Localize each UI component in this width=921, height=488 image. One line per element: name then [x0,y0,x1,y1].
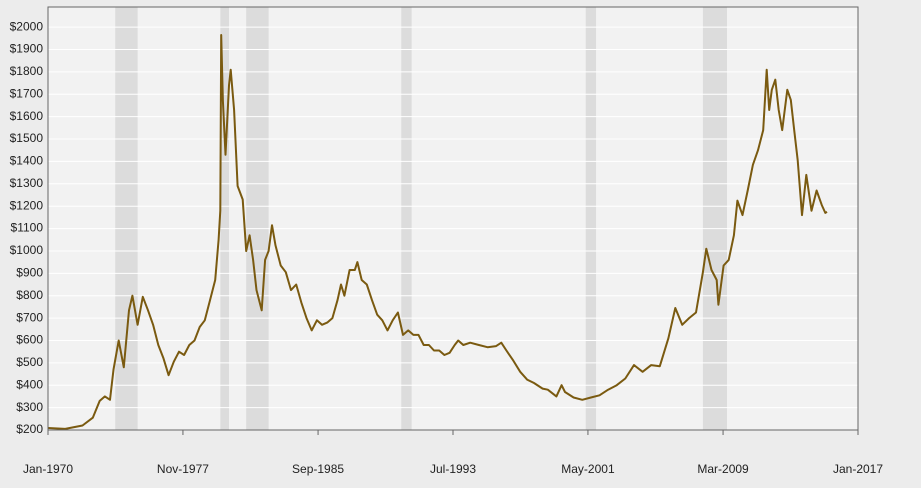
y-tick-label: $1300 [10,176,44,190]
y-tick-label: $2000 [10,19,44,33]
y-tick-label: $300 [16,400,43,414]
x-tick-label: Sep-1985 [292,462,344,476]
x-tick-label: Mar-2009 [697,462,749,476]
x-tick-label: Nov-1977 [157,462,209,476]
x-tick-label: Jul-1993 [430,462,476,476]
recession-band [115,7,138,430]
recession-band [401,7,412,430]
y-tick-label: $1200 [10,198,44,212]
x-tick-label: Jan-1970 [23,462,73,476]
y-tick-label: $600 [16,333,43,347]
recession-band [585,7,597,430]
y-tick-label: $1700 [10,86,44,100]
y-tick-label: $1100 [11,221,44,235]
y-tick-label: $800 [16,288,43,302]
x-tick-label: Jan-2017 [833,462,883,476]
y-tick-label: $1400 [10,154,44,168]
recession-band [246,7,269,430]
y-tick-label: $1800 [10,64,44,78]
recession-band [220,7,229,430]
y-tick-label: $200 [16,422,43,436]
price-line [47,34,828,430]
y-tick-label: $500 [16,355,43,369]
y-tick-label: $1600 [10,109,44,123]
y-tick-label: $1500 [10,131,44,145]
y-tick-label: $1000 [10,243,44,257]
y-tick-label: $700 [16,310,43,324]
y-tick-label: $1900 [10,42,44,56]
y-tick-label: $400 [16,377,43,391]
x-tick-label: May-2001 [561,462,615,476]
recession-band [702,7,728,430]
y-tick-label: $900 [16,266,43,280]
